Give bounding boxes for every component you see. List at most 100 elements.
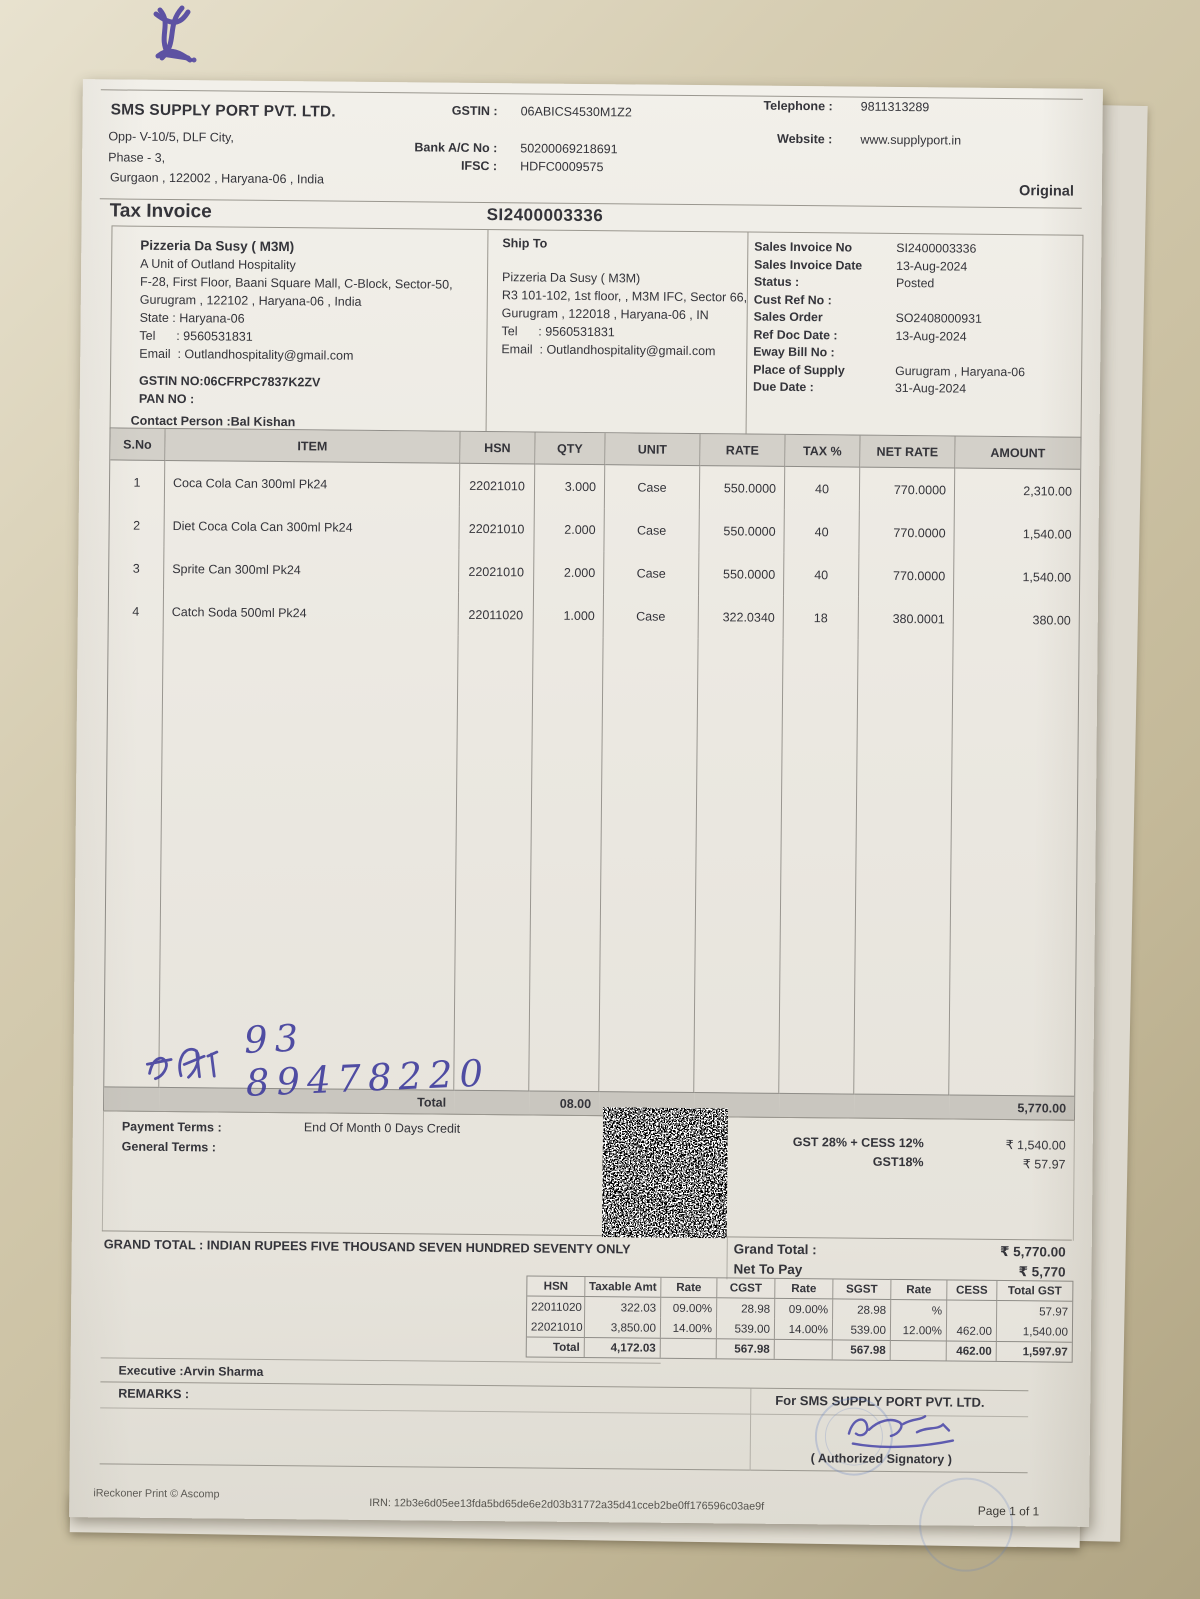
table-spacer [854,639,954,1095]
tax-cell: 1,540.00 [1022,1324,1069,1339]
tax-cell: 539.00 [716,1318,776,1339]
table-spacer [599,637,699,1093]
item-rate: 550.0000 [699,552,785,596]
sales-info-value: Posted [895,275,935,291]
buyer-gstin: GSTIN NO:06CFRPC7837K2ZV [138,373,321,390]
seller-address-line: Phase - 3, [108,150,166,165]
amount-in-words: GRAND TOTAL : INDIAN RUPEES FIVE THOUSAN… [103,1236,631,1257]
signature-icon [841,1405,971,1453]
tax-total-cell: 1,597.97 [996,1340,1072,1362]
item-unit: Case [604,508,700,553]
tax-col-header: Taxable Amt [585,1277,662,1298]
payment-terms-label: Payment Terms : [121,1119,222,1135]
website-label: Website : [776,131,833,147]
ship-to-block: Ship To Pizzeria Da Susy ( M3M) R3 101-1… [501,234,752,360]
sales-info-label: Ref Doc Date : [753,327,838,342]
parties-box: Pizzeria Da Susy ( M3M) A Unit of Outlan… [109,225,1084,439]
bank-ac-label: Bank A/C No : [414,140,498,156]
contact-person: Contact Person :Bal Kishan [130,413,296,430]
ship-to-phone: Tel : 9560531831 [501,324,615,340]
tax-col-header: Rate [891,1279,948,1301]
website-value: www.supplyport.in [860,132,962,148]
sales-info-label: Sales Order [753,309,823,325]
sales-info-label: Cust Ref No : [753,292,832,307]
payment-terms-value: End Of Month 0 Days Credit [303,1120,461,1136]
item-net-rate: 770.0000 [859,467,956,512]
tax-cell: 322.03 [585,1297,662,1318]
invoice-sheet: SMS SUPPLY PORT PVT. LTD. Opp- V-10/5, D… [69,79,1103,1573]
bill-to-email: Email : Outlandhospitality@gmail.com [139,346,354,363]
item-hsn: 22021010 [459,549,535,594]
tax-cell: 09.00% [661,1297,718,1319]
col-header-sno: S.No [110,428,166,461]
tax-cell: 3,850.00 [584,1317,662,1338]
authorized-signatory-label: ( Authorized Signatory ) [810,1451,952,1467]
item-sno: 3 [109,546,165,590]
total-row [853,1093,950,1119]
sales-info-block: Sales Invoice No SI2400003336 Sales Invoi… [753,239,1074,400]
item-tax: 40 [784,509,860,554]
general-terms-label: General Terms : [121,1139,217,1155]
qr-code [601,1107,729,1239]
tax-col-header: Total GST [997,1280,1073,1302]
sales-info-label: Sales Invoice Date [754,257,863,273]
tax-cell: 12.00% [890,1319,948,1341]
items-total-amount: 5,770.00 [948,1094,1075,1120]
item-net-rate: 770.0000 [858,553,955,598]
item-hsn: 22011020 [458,592,535,637]
item-sno: 1 [109,460,166,504]
col-header-net-rate: NET RATE [860,435,956,469]
tax-col-header: HSN [527,1276,586,1298]
sales-info-label: Status : [753,274,800,290]
tax-cell: 462.00 [946,1320,998,1341]
item-tax: 40 [784,466,861,511]
sales-info-value: Gurugram , Haryana-06 [895,363,1026,379]
tax-cell: 57.97 [1039,1304,1069,1319]
tax-total-cell [660,1337,717,1359]
bank-ac-value: 50200069218691 [520,141,618,157]
table-spacer [104,632,164,1087]
grand-total-label: Grand Total : [733,1241,817,1258]
ifsc-label: IFSC : [460,158,498,174]
bill-to-block: Pizzeria Da Susy ( M3M) A Unit of Outlan… [139,237,480,366]
tax-cell: 09.00% [775,1298,834,1320]
page-indicator: Page 1 of 1 [977,1503,1040,1519]
handwritten-phone-number: 93 89478220 [142,1016,544,1105]
col-header-amount: AMOUNT [955,436,1081,470]
items-table: S.No ITEM HSN QTY UNIT RATE TAX % NET RA… [103,427,1082,1121]
tax-col-header: CESS [947,1280,998,1301]
tax-cell: 22021010 [526,1316,586,1338]
net-to-pay-amount: ₹ 5,770 [1018,1264,1066,1280]
ship-to-line: Gurugram , 122018 , Haryana-06 , IN [501,306,709,323]
sales-info-label: Due Date : [752,379,814,395]
item-net-rate: 380.0001 [858,596,954,641]
col-header-rate: RATE [700,434,786,467]
ship-to-line: R3 101-102, 1st floor, , M3M IFC, Sector… [501,288,748,305]
seller-address-line: Gurgaon , 122002 , Haryana-06 , India [109,170,325,187]
sales-info-value: 13-Aug-2024 [895,328,967,344]
item-rate: 322.0340 [698,595,784,639]
ifsc-value: HDFC0009575 [520,159,604,175]
tax-total-cell: 567.98 [832,1339,891,1360]
tax-total-cell: 4,172.03 [584,1337,661,1358]
tax-col-header: SGST [833,1279,892,1300]
handwritten-prefix-icon [145,1047,219,1081]
executive-name: Executive :Arvin Sharma [118,1363,264,1379]
seller-address-line: Opp- V-10/5, DLF City, [108,129,234,145]
sales-info-label: Sales Invoice No [754,239,853,255]
table-spacer [779,638,859,1094]
irn-line: IRN: 12b3e6d05ee13fda5bd65de6e2d03b31772… [369,1496,765,1513]
gstin-value: 06ABICS4530M1Z2 [520,104,632,120]
item-amount: 380.00 [1032,612,1071,628]
document-title: Tax Invoice [109,200,212,223]
col-header-item: ITEM [165,428,461,464]
table-spacer [694,638,784,1093]
item-amount: 1,540.00 [1022,526,1072,542]
buyer-pan: PAN NO : [138,391,195,407]
signature-block: For SMS SUPPLY PORT PVT. LTD. ( Authoriz… [749,1388,1070,1476]
item-sno: 2 [109,503,165,547]
col-header-qty: QTY [535,432,606,466]
handwritten-digits: 93 89478220 [243,1016,491,1105]
item-qty: 1.000 [533,593,605,638]
tax-cell: 539.00 [832,1319,892,1340]
